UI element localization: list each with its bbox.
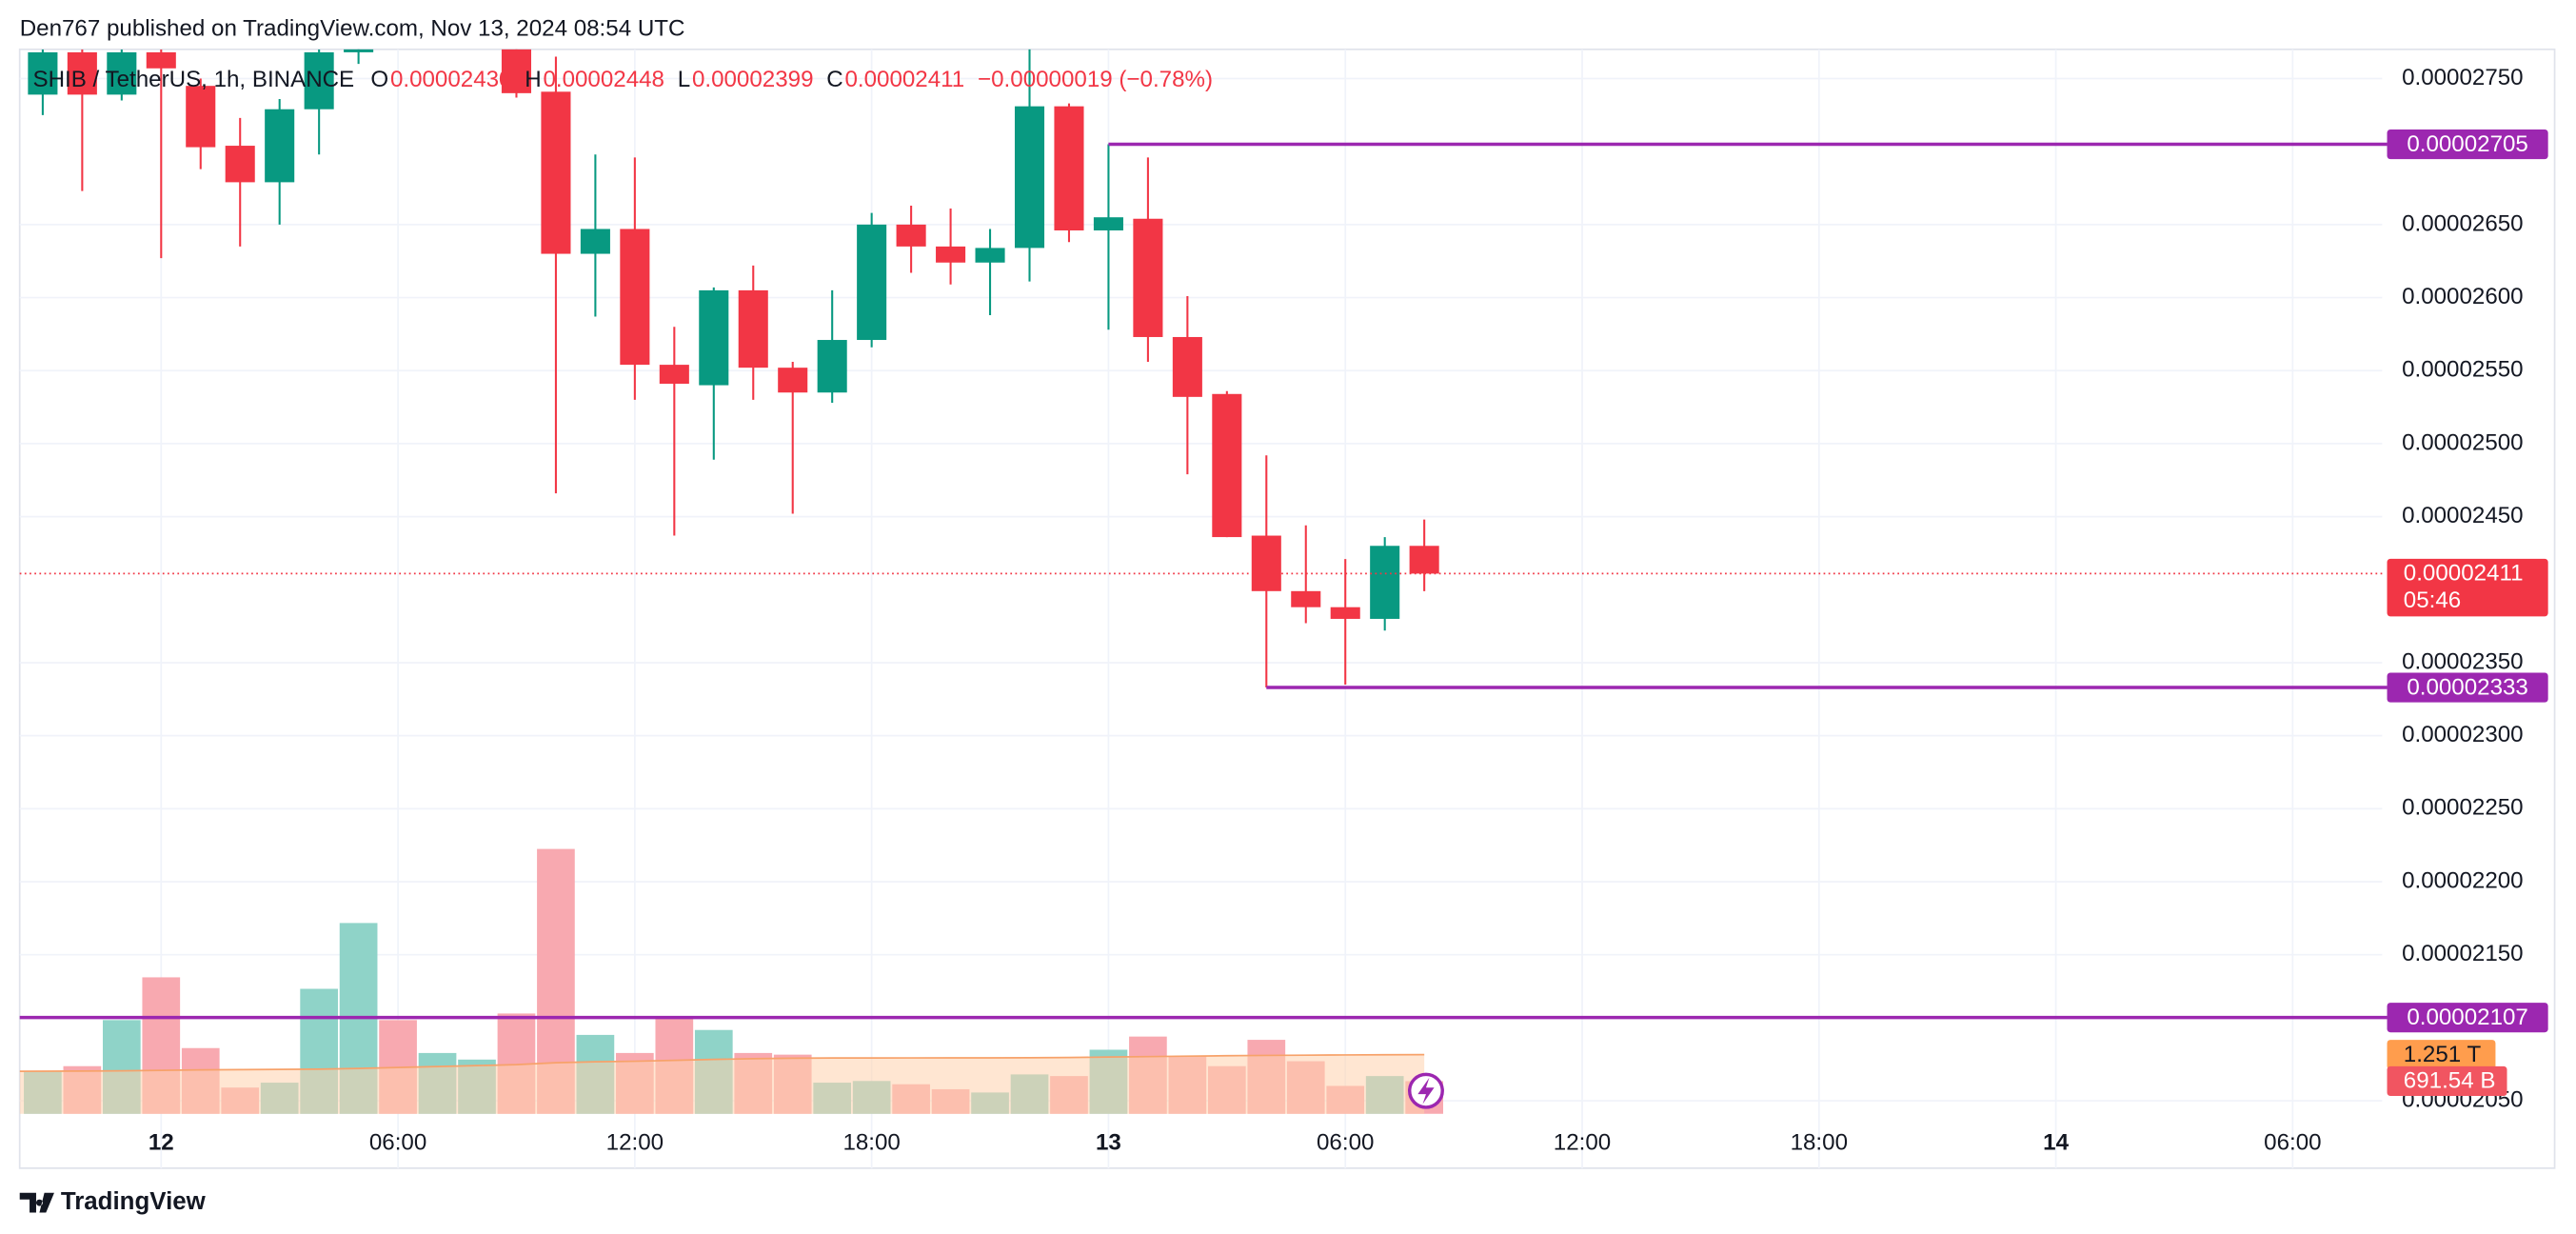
alert-icon[interactable] [1407, 1072, 1444, 1109]
candle-body [580, 229, 610, 254]
candle-body [1172, 336, 1202, 397]
candle-body [1014, 106, 1045, 249]
y-tick-label: 0.00002350 [2402, 648, 2524, 674]
legend-symbol: SHIB / TetherUS, 1h, BINANCE [33, 67, 355, 92]
candle-body [304, 51, 334, 109]
candle-body [1330, 607, 1360, 619]
candle-body [28, 51, 58, 95]
legend-value: 0.00002411 [844, 67, 964, 92]
legend: SHIB / TetherUS, 1h, BINANCE O 0.00002430 H… [33, 67, 1214, 92]
candle-body [344, 49, 374, 52]
legend-key: O [370, 67, 388, 92]
y-tick-label: 0.00002500 [2402, 429, 2524, 455]
candle-body [778, 368, 808, 393]
y-tick-label: 0.00002300 [2402, 722, 2524, 747]
x-tick-label: 14 [2043, 1129, 2069, 1155]
candle-body [146, 51, 176, 69]
candle-body [975, 248, 1005, 263]
level-label: 0.00002705 [2407, 131, 2528, 157]
legend-key: H [525, 67, 541, 92]
x-tick-label: 18:00 [842, 1129, 900, 1155]
x-tick-label: 12:00 [1554, 1129, 1611, 1155]
candle-body [265, 109, 295, 183]
y-tick-label: 0.00002750 [2402, 65, 2524, 90]
level-label-bg [2387, 129, 2548, 160]
x-tick-label: 18:00 [1791, 1129, 1848, 1155]
candle-body [857, 224, 887, 341]
candle-body [659, 365, 689, 385]
footer-brand: TradingView [61, 1188, 207, 1215]
x-tick-label: 12:00 [606, 1129, 664, 1155]
y-tick-label: 0.00002150 [2402, 941, 2524, 966]
candle-body [186, 86, 216, 148]
candle-body [817, 340, 847, 393]
legend-value: 0.00002399 [692, 67, 814, 92]
candle-body [1370, 546, 1400, 619]
candle-body [1133, 218, 1163, 337]
candle-body [541, 91, 571, 254]
level-label: 0.00002107 [2407, 1005, 2528, 1030]
candle-body [67, 51, 97, 95]
y-tick-label: 0.00002650 [2402, 210, 2524, 236]
volume-label-bg [2387, 1065, 2507, 1097]
volume-ma-line [19, 1053, 1425, 1072]
y-tick-label: 0.00002200 [2402, 867, 2524, 893]
candle-body [620, 229, 650, 366]
candle-body [1409, 546, 1439, 574]
level-label-bg [2387, 1003, 2548, 1033]
countdown-label: 05:46 [2404, 587, 2461, 613]
levels: 0.00002705 0.00002333 0.00002107 0.00002411… [19, 129, 2548, 1033]
x-tick-label: 12 [149, 1129, 174, 1155]
y-tick-label: 0.00002450 [2402, 503, 2524, 528]
y-tick-label: 0.00002550 [2402, 357, 2524, 383]
legend-change: −0.00000019 (−0.78%) [978, 67, 1213, 92]
candle-body [896, 224, 926, 247]
volume-ma-label: 1.251 T [2404, 1042, 2482, 1067]
candle-body [107, 51, 137, 95]
last-price-bg [2387, 558, 2548, 617]
candle-body [738, 289, 768, 368]
y-tick-label: 0.00002250 [2402, 795, 2524, 821]
y-tick-label: 0.00002600 [2402, 284, 2524, 309]
frame [18, 48, 2556, 1169]
candle-body [1291, 590, 1321, 607]
level-label-bg [2387, 672, 2548, 703]
candle-body [1054, 106, 1084, 231]
legend-value: 0.00002430 [390, 67, 512, 92]
candle-body [225, 146, 255, 183]
volume-ma-area [19, 1054, 1425, 1114]
legend-value: 0.00002448 [543, 67, 664, 92]
candle-body [1093, 217, 1123, 231]
candle-body [1212, 393, 1242, 538]
volume-pane [19, 848, 1444, 1114]
x-tick-label: 06:00 [1317, 1129, 1374, 1155]
volume-label: 691.54 B [2404, 1068, 2496, 1094]
x-tick-label: 06:00 [2264, 1129, 2321, 1155]
legend-key: C [826, 67, 842, 92]
level-label: 0.00002333 [2407, 674, 2528, 700]
header: Den767 published on TradingView.com, Nov… [20, 15, 685, 41]
grid [19, 49, 2383, 1168]
candle-body [1251, 535, 1281, 591]
legend-key: L [678, 67, 690, 92]
candles [28, 49, 1439, 688]
footer-logo: TradingView [19, 1188, 207, 1215]
volume-ma-label-bg [2387, 1040, 2496, 1070]
candle-body [501, 49, 532, 93]
candle-body [699, 289, 729, 386]
last-price-label: 0.00002411 [2404, 561, 2524, 587]
axes: 0.00002750 0.00002650 0.00002600 0.00002550… [149, 65, 2524, 1155]
x-tick-label: 13 [1096, 1129, 1121, 1155]
candle-body [936, 246, 966, 263]
x-tick-label: 06:00 [369, 1129, 426, 1155]
